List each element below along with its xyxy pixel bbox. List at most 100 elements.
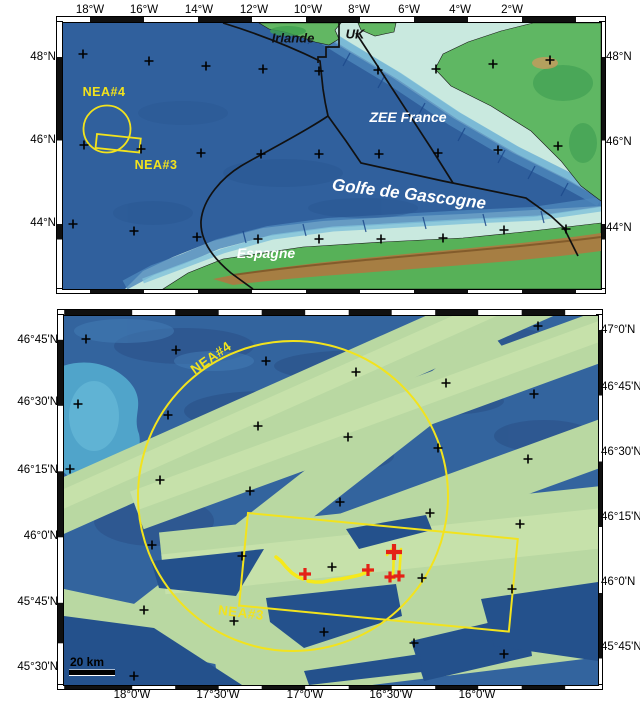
graticule-cross-marker — [78, 49, 88, 59]
graticule-cross-marker — [529, 389, 539, 399]
bottom-map-lon-tick-label: 16°0'W — [458, 689, 496, 701]
top-map-frame-south — [57, 288, 605, 293]
bottom-map-lat-tick-label-right: 46°45'N — [601, 381, 640, 393]
graticule-cross-marker — [409, 638, 419, 648]
graticule-cross-marker — [147, 540, 157, 550]
graticule-cross-marker — [499, 225, 509, 235]
bottom-map-lat-tick-label-right: 46°0'N — [601, 576, 636, 588]
top-map-lat-tick-label-left: 46°N — [30, 134, 56, 146]
top-map-frame-west — [57, 22, 62, 288]
detail-markers — [65, 321, 543, 681]
graticule-cross-marker — [545, 55, 555, 65]
station-red-cross-marker — [386, 544, 402, 560]
graticule-cross-marker — [507, 584, 517, 594]
graticule-cross-marker — [319, 627, 329, 637]
graticule-cross-marker — [433, 148, 443, 158]
graticule-cross-marker — [81, 334, 91, 344]
graticule-cross-marker — [376, 234, 386, 244]
graticule-cross-marker — [351, 367, 361, 377]
graticule-cross-marker — [253, 421, 263, 431]
graticule-cross-marker — [136, 144, 146, 154]
graticule-cross-marker — [73, 399, 83, 409]
overview-map: Irlande UK ZEE France Golfe de Gascogne Espa… — [62, 22, 602, 290]
graticule-cross-marker — [343, 432, 353, 442]
bottom-map-lon-tick-label: 17°30'W — [196, 689, 240, 701]
graticule-cross-marker — [441, 378, 451, 388]
graticule-cross-marker — [171, 345, 181, 355]
graticule-cross-marker — [533, 321, 543, 331]
graticule-cross-marker — [261, 356, 271, 366]
bottom-map-lon-tick-label: 17°0'W — [286, 689, 324, 701]
graticule-cross-marker — [314, 66, 324, 76]
graticule-cross-marker — [523, 454, 533, 464]
graticule-cross-marker — [335, 497, 345, 507]
graticule-cross-marker — [155, 475, 165, 485]
station-red-cross-marker — [362, 564, 374, 576]
graticule-cross-marker — [488, 59, 498, 69]
top-map-frame-east — [600, 22, 605, 288]
bottom-map-frame-north — [58, 310, 602, 315]
graticule-cross-marker — [433, 443, 443, 453]
scale-bar — [69, 670, 115, 675]
graticule-cross-marker — [438, 233, 448, 243]
top-map-lon-tick-label: 14°W — [184, 4, 214, 16]
bottom-map-lat-tick-label-left: 46°45'N — [17, 334, 58, 346]
top-map-lon-tick-label: 12°W — [239, 4, 269, 16]
station-red-cross-marker — [299, 568, 311, 580]
overview-terrain — [63, 23, 601, 289]
top-map-lon-tick-label: 4°W — [449, 4, 471, 16]
bottom-map-lat-tick-label-left: 46°0'N — [23, 530, 58, 542]
bottom-map-lat-tick-label-right: 47°0'N — [601, 324, 636, 336]
top-map-lat-tick-label-right: 44°N — [606, 222, 632, 234]
graticule-cross-marker — [499, 649, 509, 659]
bottom-map-frame-south — [58, 684, 602, 689]
graticule-cross-marker — [129, 226, 139, 236]
overview-uk-label: UK — [345, 26, 365, 42]
graticule-cross-marker — [256, 149, 266, 159]
bottom-map-lon-tick-label: 18°0'W — [113, 689, 151, 701]
graticule-cross-marker — [144, 56, 154, 66]
graticule-cross-marker — [65, 464, 75, 474]
top-map-lon-tick-label: 8°W — [348, 4, 370, 16]
graticule-cross-marker — [245, 486, 255, 496]
graticule-cross-marker — [129, 671, 139, 681]
bottom-map-lat-tick-label-right: 46°15'N — [601, 511, 640, 523]
bottom-map-lat-tick-label-right: 46°30'N — [601, 446, 640, 458]
eez-boundaries — [200, 23, 579, 289]
bottom-map-lat-tick-label-left: 46°15'N — [17, 464, 58, 476]
bottom-map-lat-tick-label-right: 45°45'N — [601, 641, 640, 653]
graticule-cross-marker — [79, 140, 89, 150]
top-map-frame-north — [57, 17, 605, 22]
detail-map: NEA#4 NEA#3 — [63, 315, 599, 686]
study-zones-detail — [137, 340, 519, 652]
graticule-cross-marker — [237, 551, 247, 561]
graticule-cross-marker — [229, 616, 239, 626]
graticule-cross-marker — [196, 148, 206, 158]
graticule-cross-marker — [553, 141, 563, 151]
graticule-cross-marker — [253, 234, 263, 244]
overview-espagne-label: Espagne — [236, 245, 296, 261]
bottom-map-lat-tick-label-left: 45°30'N — [17, 661, 58, 673]
graticule-cross-marker — [327, 562, 337, 572]
graticule-cross-marker — [68, 219, 78, 229]
unsurveyed-gaps — [64, 515, 598, 685]
overview-nea3-label: NEA#3 — [134, 157, 178, 172]
overview-graticule-crosses — [68, 49, 571, 244]
graticule-cross-marker — [258, 64, 268, 74]
top-map-lat-tick-label-left: 48°N — [30, 51, 56, 63]
bottom-map-frame-east — [597, 315, 602, 684]
top-map-lon-tick-label: 6°W — [398, 4, 420, 16]
scale-bar-label: 20 km — [70, 655, 105, 669]
bottom-map-lat-tick-label-left: 46°30'N — [17, 396, 58, 408]
graticule-cross-marker — [374, 149, 384, 159]
top-map-lon-tick-label: 16°W — [129, 4, 159, 16]
graticule-cross-marker — [493, 145, 503, 155]
graticule-cross-marker — [314, 149, 324, 159]
graticule-cross-marker — [373, 65, 383, 75]
overview-irlande-label: Irlande — [271, 30, 315, 46]
graticule-cross-marker — [431, 64, 441, 74]
graticule-cross-marker — [515, 519, 525, 529]
graticule-cross-marker — [201, 61, 211, 71]
graticule-cross-marker — [192, 232, 202, 242]
